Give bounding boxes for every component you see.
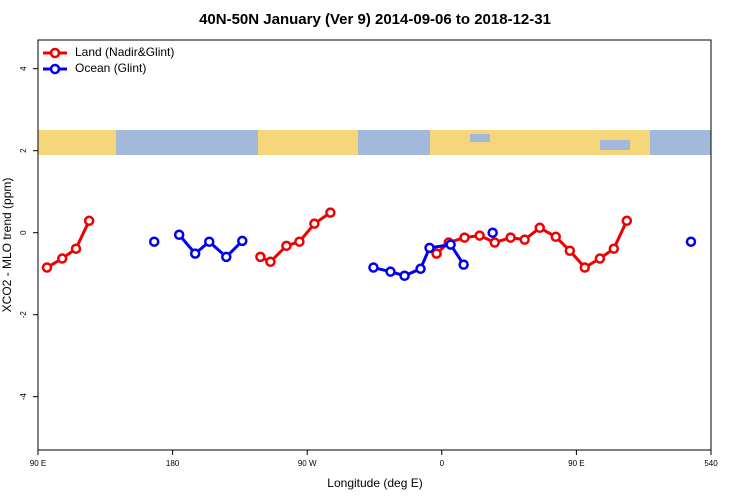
point [281,240,292,252]
point [294,236,305,247]
point [474,230,485,241]
point [445,239,456,250]
legend-marker [49,47,61,59]
legend-label: Ocean (Glint) [75,61,146,75]
point [415,263,426,275]
point [70,243,82,254]
point [459,232,470,243]
point [564,245,576,256]
point [458,259,469,270]
point [487,227,498,238]
point [237,235,248,247]
point [534,222,546,234]
point [41,262,53,273]
point [265,256,276,268]
point [173,229,185,240]
legend-label: Land (Nadir&Glint) [75,45,174,59]
x-tick-label: 180 [166,459,180,468]
point [621,215,633,227]
point [550,231,562,243]
legend-marker [49,63,61,75]
point [519,234,530,245]
y-tick-label: -4 [19,393,28,401]
point [148,236,160,247]
point [309,218,320,229]
y-tick-label: 0 [19,230,28,235]
point [368,262,379,273]
y-axis-label: XCO2 - MLO trend (ppm) [0,178,14,313]
point [685,236,697,247]
point [489,237,500,248]
point [431,248,442,259]
x-tick-label: 540 [704,459,718,468]
point [189,248,201,259]
point [56,253,68,264]
series-line [46,211,629,270]
point [385,266,396,277]
x-tick-label: 90 W [298,459,317,468]
x-tick-label: 90 E [568,459,584,468]
point [83,215,95,227]
point [424,242,435,254]
point [608,243,620,254]
plot-frame [37,39,712,451]
map-strip [38,130,711,155]
x-tick-label: 90 E [30,459,46,468]
y-tick-label: -2 [19,311,28,319]
point [505,232,516,243]
point [255,251,266,263]
point [399,270,410,281]
y-tick-label: 4 [19,66,28,71]
y-tick-label: 2 [19,148,28,153]
point [579,262,591,273]
x-tick-label: 0 [440,459,445,468]
point [221,251,232,263]
point [594,253,606,264]
x-axis-label: Longitude (deg E) [327,476,422,490]
point [325,207,336,218]
point [203,236,215,247]
chart-title: 40N-50N January (Ver 9) 2014-09-06 to 20… [199,11,551,28]
